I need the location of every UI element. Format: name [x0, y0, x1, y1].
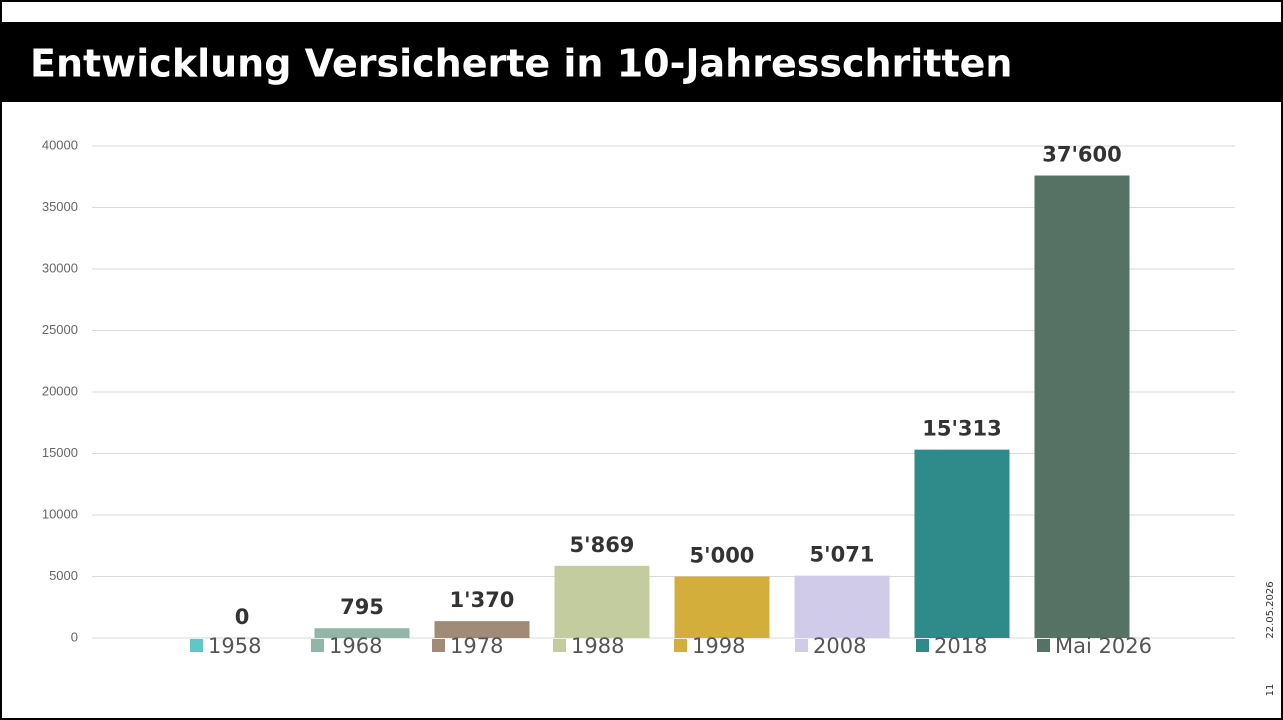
data-label: 5'071: [810, 543, 875, 567]
legend-swatch: [553, 639, 566, 652]
y-tick-label: 5000: [49, 568, 78, 583]
y-tick-label: 35000: [42, 199, 78, 214]
bar: [314, 628, 410, 638]
data-label: 0: [235, 605, 250, 629]
legend-label: 1998: [692, 634, 745, 658]
legend-label: 1968: [329, 634, 382, 658]
legend-label: Mai 2026: [1055, 634, 1152, 658]
legend-label: 1988: [571, 634, 624, 658]
legend-label: 2018: [934, 634, 987, 658]
y-tick-label: 15000: [42, 445, 78, 460]
bar: [1034, 175, 1130, 638]
data-label: 37'600: [1042, 143, 1122, 167]
data-label: 5'000: [690, 544, 755, 568]
title-bar: [1, 22, 1282, 102]
data-label: 15'313: [922, 417, 1002, 441]
data-label: 795: [340, 595, 384, 619]
data-label: 1'370: [450, 588, 515, 612]
legend-swatch: [311, 639, 324, 652]
legend-swatch: [795, 639, 808, 652]
footer-date: 22.05.2026: [1265, 581, 1276, 638]
page-number: 11: [1265, 684, 1276, 697]
legend-swatch: [432, 639, 445, 652]
y-tick-label: 20000: [42, 383, 78, 398]
bar: [434, 621, 530, 638]
y-tick-label: 40000: [42, 137, 78, 152]
bar: [674, 576, 770, 638]
legend-swatch: [190, 639, 203, 652]
chart-title: Entwicklung Versicherte in 10-Jahresschr…: [30, 42, 1012, 86]
y-tick-label: 25000: [42, 322, 78, 337]
bar: [914, 449, 1010, 638]
bar: [554, 565, 650, 638]
legend-swatch: [674, 639, 687, 652]
legend-label: 2008: [813, 634, 866, 658]
data-label: 5'869: [570, 533, 635, 557]
legend-label: 1978: [450, 634, 503, 658]
y-tick-label: 0: [71, 629, 78, 644]
legend-label: 1958: [208, 634, 261, 658]
legend-swatch: [916, 639, 929, 652]
bar: [794, 575, 890, 638]
y-tick-label: 10000: [42, 506, 78, 521]
legend-swatch: [1037, 639, 1050, 652]
y-tick-label: 30000: [42, 260, 78, 275]
